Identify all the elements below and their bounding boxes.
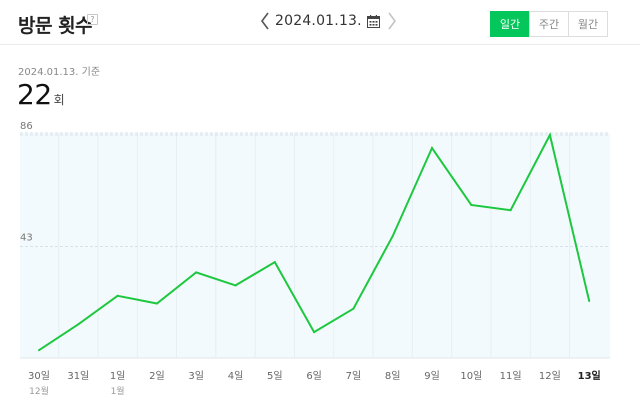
x-tick-label: 6일: [306, 370, 322, 382]
chevron-right-icon[interactable]: [385, 9, 399, 33]
summary-value: 22 회: [17, 78, 65, 111]
x-tick-sublabel: 1월: [111, 385, 125, 397]
data-point: [77, 323, 80, 326]
tab-daily[interactable]: 일간: [490, 11, 530, 37]
x-tick-label: 12일: [539, 370, 561, 382]
tab-monthly[interactable]: 월간: [568, 11, 608, 37]
data-point: [431, 146, 433, 149]
x-tick-label: 30일: [28, 370, 50, 382]
page-title: 방문 횟수: [18, 15, 93, 37]
x-tick-label: 5일: [267, 370, 283, 382]
x-tick-label: 13일: [578, 369, 601, 382]
data-point: [588, 299, 591, 302]
x-tick-label: 10일: [460, 370, 482, 382]
data-point: [273, 261, 276, 264]
header-divider: [0, 44, 640, 45]
help-icon[interactable]: ?: [87, 14, 98, 25]
x-tick-sublabel: 12월: [29, 385, 49, 397]
visit-count-value: 22: [17, 78, 52, 111]
data-point: [470, 204, 473, 207]
current-date: 2024.01.13.: [275, 13, 362, 29]
calendar-icon[interactable]: [366, 13, 382, 29]
data-point: [509, 209, 512, 212]
y-tick-label: 86: [20, 121, 33, 132]
data-point: [116, 294, 119, 297]
period-tabs: 일간 주간 월간: [490, 11, 608, 37]
basis-date-label: 2024.01.13. 기준: [18, 67, 101, 78]
date-navigator: 2024.01.13.: [258, 9, 399, 33]
x-tick-label: 1일: [110, 370, 126, 382]
data-point: [313, 331, 316, 334]
y-tick-label: 43: [20, 233, 33, 244]
x-tick-label: 2일: [149, 370, 165, 382]
x-tick-label: 31일: [67, 370, 89, 382]
data-point: [195, 271, 198, 274]
x-tick-label: 4일: [228, 370, 244, 382]
tab-weekly[interactable]: 주간: [529, 11, 569, 37]
data-point: [234, 284, 237, 287]
data-point: [391, 235, 394, 238]
chevron-left-icon[interactable]: [258, 9, 272, 33]
x-tick-label: 9일: [424, 370, 440, 382]
x-tick-label: 7일: [346, 370, 362, 382]
data-point: [155, 302, 158, 305]
data-point: [38, 349, 40, 352]
x-tick-label: 3일: [188, 370, 204, 382]
data-point: [548, 134, 551, 136]
visit-count-unit: 회: [53, 93, 65, 107]
plot-area: [20, 133, 610, 358]
data-point: [352, 307, 355, 310]
x-tick-label: 11일: [500, 370, 522, 382]
x-tick-label: 8일: [385, 370, 401, 382]
